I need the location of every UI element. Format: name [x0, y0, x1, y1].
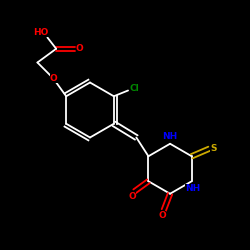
Text: NH: NH	[185, 184, 200, 193]
Text: O: O	[128, 192, 136, 201]
Text: S: S	[210, 144, 217, 153]
Text: HO: HO	[34, 28, 49, 37]
Text: O: O	[76, 44, 83, 53]
Text: NH: NH	[162, 132, 178, 141]
Text: O: O	[50, 74, 58, 83]
Text: Cl: Cl	[130, 84, 139, 93]
Text: O: O	[159, 210, 166, 220]
